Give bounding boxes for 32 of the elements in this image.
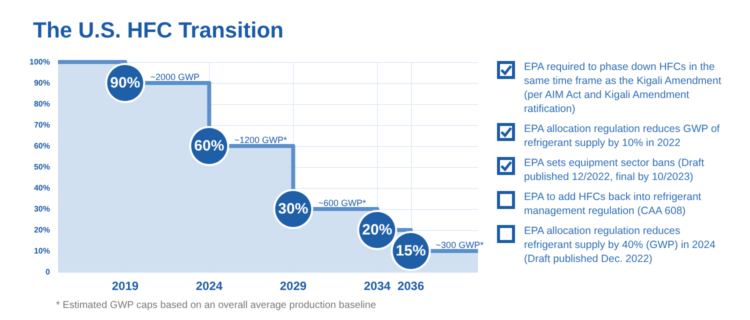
text: * Estimated GWP caps based on an overall average production baseline: [56, 300, 376, 311]
y-tick-label: 10%: [34, 246, 50, 256]
text: EPA required to phase down HFCs in the same time frame as the Kigali Amendment (per AIM Act and Kigali Amendment ratification): [524, 60, 722, 116]
text: EPA allocation regulation reduces GWP of refrigerant supply by 10% in 2022: [524, 122, 721, 150]
y-tick-label: 40%: [34, 184, 50, 192]
y-tick-label: 90%: [34, 78, 50, 88]
y-tick-label: 30%: [34, 204, 50, 214]
annotation: ~2000 GWP: [150, 72, 200, 82]
annotation: 60%: [194, 138, 224, 154]
y-tick-label: 60%: [34, 142, 50, 150]
annotation: 30%: [278, 200, 308, 218]
chart-title: The U.S. HFC Transition: [33, 18, 284, 42]
annotation: ~600 GWP*: [318, 198, 366, 208]
x-tick-label: 2019: [112, 279, 139, 293]
y-tick-label: 100%: [30, 58, 50, 66]
y-tick-label: 50%: [34, 162, 50, 172]
y-tick-label: 80%: [34, 100, 50, 108]
text: EPA allocation regulation reduces refrigerant supply by 40% (GWP) in 2024 (Draft published Dec. 2022): [524, 224, 716, 266]
x-tick-label: 2024: [196, 279, 223, 293]
annotation: 20%: [362, 222, 392, 238]
text: EPA sets equipment sector bans (Draft published 12/2022, final by 10/2023): [524, 156, 706, 184]
text: EPA to add HFCs back into refrigerant management regulation (CAA 608): [524, 190, 702, 218]
annotation: 90%: [110, 74, 140, 92]
annotation: 15%: [396, 242, 426, 260]
y-tick-label: 0: [46, 268, 51, 276]
annotation: ~300 GWP*: [436, 240, 484, 250]
x-tick-label: 2036: [397, 279, 424, 293]
y-tick-label: 70%: [34, 120, 50, 130]
y-tick-label: 20%: [34, 226, 50, 234]
x-tick-label: 2034: [364, 279, 391, 293]
annotation: ~1200 GWP*: [234, 135, 288, 145]
x-tick-label: 2029: [280, 279, 307, 293]
